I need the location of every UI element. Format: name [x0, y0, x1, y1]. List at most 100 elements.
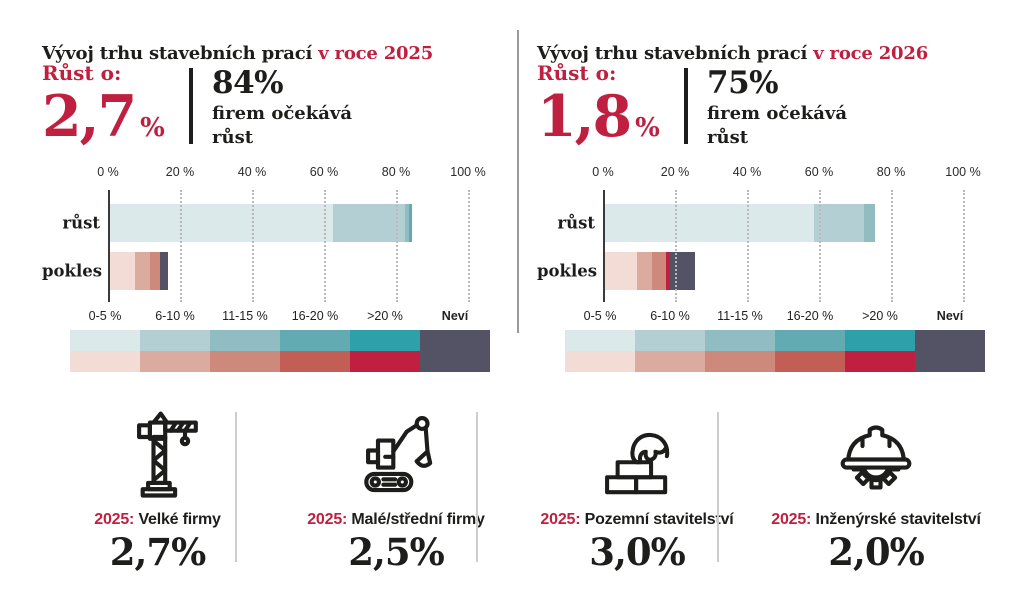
axis-tick-label: 80 %: [381, 165, 411, 179]
legend-label: 11-15 %: [222, 309, 268, 323]
card-divider: [476, 412, 478, 562]
bar-segment: [651, 252, 667, 290]
bar-segment: [813, 204, 865, 242]
axis-tick-label: 0 %: [97, 165, 119, 179]
axis-tick-label: 40 %: [732, 165, 762, 179]
legend-label: 0-5 %: [583, 309, 617, 323]
bar-row-pokles: pokles: [537, 252, 987, 290]
growth-label: Růst o:: [537, 61, 617, 85]
bar-segment: [666, 252, 670, 290]
headline-divider: [189, 68, 193, 144]
legend-label: 11-15 %: [717, 309, 763, 323]
gridline: [396, 190, 398, 302]
card-label: 2025: Malé/střední firmy: [278, 511, 514, 529]
row-label-rust: růst: [62, 213, 100, 233]
legend-swatch-growth: [705, 330, 775, 351]
legend-decline-row: [70, 351, 490, 372]
panel-title: Vývoj trhu stavebních prací v roce 2025: [42, 43, 433, 64]
bar-segments-pokles: [110, 252, 168, 290]
axis-tick-label: 0 %: [592, 165, 614, 179]
card-label: 2025: Inženýrské stavitelství: [760, 511, 992, 529]
bar-segment: [333, 204, 406, 242]
card-inzenyrske-stavitelstvi: 2025: Inženýrské stavitelství 2,0%: [760, 405, 992, 574]
legend-label: 6-10 %: [650, 309, 690, 323]
legend-swatch-decline: [280, 351, 350, 372]
gridline: [963, 190, 965, 302]
legend-swatch-decline: [565, 351, 635, 372]
percent-unit: %: [140, 113, 165, 143]
panel-title-year: v roce 2025: [318, 42, 434, 64]
bar-segment: [405, 204, 409, 242]
bar-row-pokles: pokles: [42, 252, 492, 290]
legend-swatch-decline: [70, 351, 140, 372]
share-line1: firem očekává: [212, 103, 353, 125]
tower-crane-icon: [40, 405, 275, 501]
legend-label: Neví: [936, 309, 964, 323]
bar-segments-pokles: [605, 252, 695, 290]
axis-tick-label: 40 %: [237, 165, 267, 179]
legend-label-row: 0-5 % 6-10 % 11-15 % 16-20 % >20 % Neví: [565, 309, 985, 330]
legend-label-row: 0-5 % 6-10 % 11-15 % 16-20 % >20 % Neví: [70, 309, 490, 330]
axis-tick-label: 100 %: [450, 165, 486, 179]
bar-row-rust: růst: [42, 204, 492, 242]
legend-growth-row: [565, 330, 985, 351]
axis-tick-label: 60 %: [804, 165, 834, 179]
bar-segment: [605, 252, 638, 290]
legend-growth-row: [70, 330, 490, 351]
card-male-stredni-firmy: 2025: Malé/střední firmy 2,5%: [278, 405, 514, 574]
gridline: [252, 190, 254, 302]
legend-swatch-growth: [845, 330, 915, 351]
percent-unit: %: [635, 113, 660, 143]
card-value: 2,0%: [828, 530, 925, 574]
gridline: [747, 190, 749, 302]
card-segment-name: Inženýrské stavitelství: [815, 511, 981, 528]
share-value: 84%: [212, 65, 284, 101]
legend-swatch-growth: [70, 330, 140, 351]
share-block: 75% firem očekává růst: [707, 66, 847, 149]
gridline: [324, 190, 326, 302]
card-year: 2025:: [771, 511, 812, 528]
bar-segment: [110, 204, 334, 242]
bricklaying-hand-icon: [519, 405, 755, 501]
bar-row-rust: růst: [537, 204, 987, 242]
legend-label: 16-20 %: [786, 309, 834, 323]
axis-tick-label: 20 %: [660, 165, 690, 179]
bar-segments-rust: [605, 204, 875, 242]
share-line1: firem očekává: [707, 103, 848, 125]
axis-baseline: [108, 190, 110, 302]
card-label: 2025: Pozemní stavitelství: [519, 511, 755, 529]
row-label-pokles: pokles: [42, 261, 103, 281]
legend-swatch-decline: [915, 351, 985, 372]
panel-title-black: Vývoj trhu stavebních prací: [537, 42, 808, 64]
bar-segment: [669, 252, 695, 290]
legend-swatch-decline: [635, 351, 705, 372]
panel-2026: Vývoj trhu stavebních prací v roce 2026 …: [537, 28, 997, 383]
card-value: 3,0%: [589, 530, 686, 574]
legend-swatch-growth: [350, 330, 420, 351]
axis-tick-label: 60 %: [309, 165, 339, 179]
stat-cards: 2025: Velké firmy 2,7%: [0, 400, 1024, 595]
legend-swatch-decline: [845, 351, 915, 372]
share-block: 84% firem očekává růst: [212, 66, 352, 149]
card-segment-name: Malé/střední firmy: [351, 511, 485, 528]
panel-divider: [517, 30, 519, 333]
legend-label: 0-5 %: [88, 309, 122, 323]
axis-tick-row: 0 % 20 % 40 % 60 % 80 % 100 %: [42, 165, 502, 183]
card-segment-name: Velké firmy: [138, 511, 221, 528]
growth-value: 2,7%: [42, 83, 165, 150]
bar-segment: [160, 252, 168, 290]
legend-swatch-decline: [420, 351, 490, 372]
legend-label: >20 %: [367, 309, 403, 323]
card-velke-firmy: 2025: Velké firmy 2,7%: [40, 405, 275, 574]
legend-swatch-decline: [775, 351, 845, 372]
gridline: [180, 190, 182, 302]
helmet-gear-icon: [760, 405, 992, 501]
plot-area: růst pokles: [537, 190, 987, 302]
legend-swatch-growth: [210, 330, 280, 351]
axis-tick-label: 80 %: [876, 165, 906, 179]
card-value: 2,5%: [348, 530, 445, 574]
legend-label: >20 %: [862, 309, 898, 323]
growth-label: Růst o:: [42, 61, 122, 85]
legend-swatch-growth: [565, 330, 635, 351]
